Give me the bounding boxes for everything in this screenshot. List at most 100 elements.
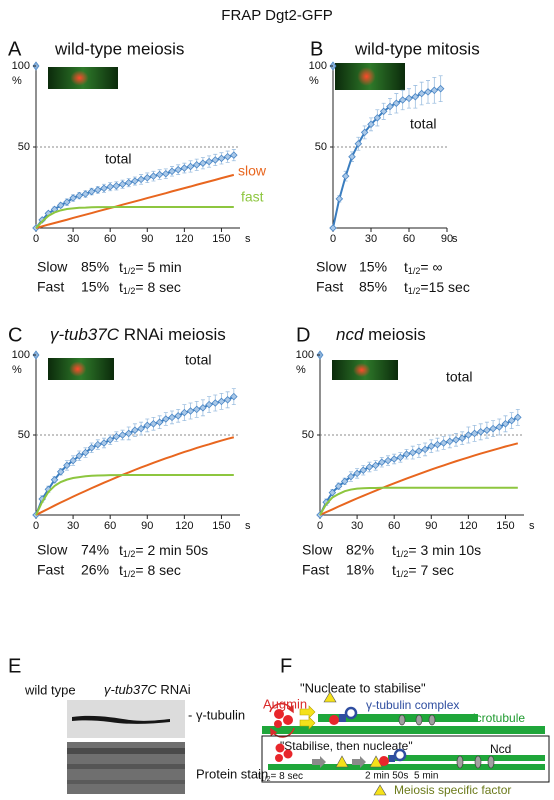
ncd: [474, 755, 482, 769]
data-point: [223, 396, 232, 404]
data-point: [217, 154, 226, 163]
half-time-value: = 2 min 50s: [135, 542, 208, 558]
micrograph-spot: [357, 67, 376, 86]
t-symbol: t: [119, 542, 123, 558]
stat-half-time: t1/2= 7 sec: [392, 562, 454, 580]
data-point: [230, 392, 238, 401]
chart-title: wild-type mitosis: [354, 39, 480, 58]
arrow: [352, 756, 366, 768]
data-point: [211, 399, 220, 407]
data-point: [162, 169, 170, 178]
data-point: [458, 434, 466, 442]
data-point: [186, 407, 195, 415]
data-point: [199, 159, 207, 167]
series-line: [319, 442, 519, 516]
data-point: [378, 458, 386, 466]
data-point: [69, 456, 77, 465]
stain-band: [67, 764, 185, 769]
data-point: [514, 413, 522, 422]
stat-half-time: t1/2= ∞: [404, 259, 442, 277]
gamma-tubulin-complex: [389, 755, 395, 762]
x-tick-label: 120: [175, 233, 193, 245]
data-point: [489, 424, 497, 433]
data-point: [168, 413, 176, 422]
augmin: [379, 756, 389, 766]
t-subscript: 1/2: [123, 549, 136, 559]
data-point: [186, 162, 195, 171]
series-line: [35, 205, 234, 229]
data-point: [106, 182, 114, 191]
data-point: [112, 182, 121, 190]
time-label: t1/2= 8 sec: [258, 771, 303, 783]
stain-band: [67, 748, 185, 754]
t-symbol: t: [404, 279, 408, 295]
x-tick-label: 60: [388, 520, 400, 532]
ncd: [398, 714, 406, 726]
text-part: γ-tub37C: [50, 325, 120, 344]
data-point: [50, 476, 59, 484]
data-point: [131, 426, 139, 434]
lane-label: γ-tub37C RNAi: [104, 682, 191, 697]
data-point: [124, 429, 133, 438]
data-point: [408, 448, 417, 457]
stat-half-time: t1/2= 8 sec: [119, 279, 181, 297]
data-point: [205, 400, 213, 409]
panel-letter: E: [8, 655, 21, 677]
data-point: [143, 421, 152, 430]
series-line: [319, 486, 518, 516]
microtubule: [388, 755, 545, 761]
x-tick-label: 60: [403, 233, 415, 245]
data-point: [334, 482, 343, 490]
data-point: [501, 420, 510, 428]
series-line: [35, 474, 234, 516]
t-subscript: 1/2: [123, 286, 136, 296]
data-point: [168, 167, 176, 176]
data-point: [392, 99, 401, 108]
model-title: "Stabilise, then nucleate": [280, 739, 413, 753]
augmin: [329, 715, 339, 725]
data-point: [328, 488, 337, 497]
cycle-arrow: [270, 727, 295, 738]
stat-percent: 18%: [346, 562, 374, 578]
model-title: "Nucleate to stabilise": [300, 680, 426, 695]
data-point: [75, 191, 84, 200]
series-line: [35, 436, 235, 516]
stat-half-time: t1/2= 3 min 10s: [392, 542, 481, 560]
data-point: [63, 198, 71, 206]
augmin: [283, 749, 293, 759]
stain-label: Protein stain: [196, 766, 268, 781]
data-point: [405, 94, 413, 103]
data-point: [340, 477, 349, 486]
text-part: RNAi: [157, 682, 191, 697]
data-point: [75, 452, 84, 460]
data-point: [386, 102, 394, 111]
data-point: [396, 453, 405, 462]
data-point: [230, 151, 238, 159]
data-point: [87, 444, 96, 452]
panel-e: E wild type γ-tub37C RNAi - γ-tubulin Pr…: [8, 655, 268, 794]
x-unit: s: [245, 233, 251, 245]
data-point: [223, 152, 232, 161]
data-point: [470, 429, 479, 438]
stat-label: Fast: [316, 279, 343, 295]
panel-letter: A: [8, 38, 22, 60]
data-point: [137, 424, 145, 433]
text-part: meiosis: [363, 325, 425, 344]
data-point: [371, 461, 380, 470]
data-point: [354, 139, 363, 148]
augmin: [283, 715, 293, 725]
stat-percent: 85%: [359, 279, 387, 295]
figure-title: FRAP Dgt2-GFP: [221, 7, 332, 24]
panel-letter: D: [296, 324, 310, 346]
data-point: [329, 224, 337, 232]
data-point: [421, 445, 429, 454]
complex-label: γ-tubulin complex: [366, 698, 459, 712]
data-point: [192, 405, 201, 414]
data-point: [94, 186, 102, 194]
augmin: [275, 743, 285, 753]
series-label: total: [446, 369, 472, 385]
x-tick-label: 0: [330, 233, 336, 245]
x-unit: s: [245, 520, 251, 532]
